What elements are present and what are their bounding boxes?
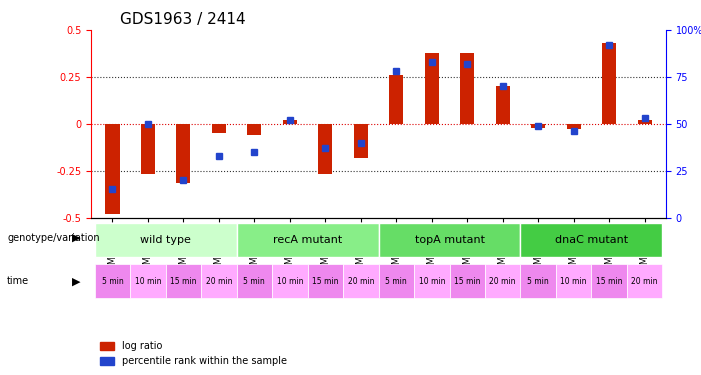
FancyBboxPatch shape [272,264,308,298]
Text: 10 min: 10 min [418,277,445,286]
FancyBboxPatch shape [379,223,520,257]
Text: topA mutant: topA mutant [414,235,484,245]
Bar [425,53,439,124]
FancyBboxPatch shape [95,223,237,257]
Text: time: time [7,276,29,286]
FancyBboxPatch shape [414,264,449,298]
Bar [176,124,191,183]
FancyBboxPatch shape [592,264,627,298]
Text: 20 min: 20 min [348,277,374,286]
Text: 10 min: 10 min [560,277,587,286]
Bar [318,124,332,174]
Bar [496,86,510,124]
Bar [247,124,261,135]
FancyBboxPatch shape [237,223,379,257]
Bar [460,53,475,124]
Text: 15 min: 15 min [312,277,339,286]
Text: ▶: ▶ [72,276,81,286]
Text: 10 min: 10 min [135,277,161,286]
Bar [602,43,616,124]
Bar [566,124,581,129]
Bar [389,75,403,124]
FancyBboxPatch shape [520,223,662,257]
Text: 10 min: 10 min [277,277,303,286]
Bar [212,124,226,133]
Bar [531,124,545,128]
Text: 15 min: 15 min [596,277,622,286]
Text: GDS1963 / 2414: GDS1963 / 2414 [120,12,245,27]
FancyBboxPatch shape [308,264,343,298]
Text: dnaC mutant: dnaC mutant [555,235,628,245]
FancyBboxPatch shape [95,264,130,298]
FancyBboxPatch shape [343,264,379,298]
Text: 5 min: 5 min [386,277,407,286]
Text: 5 min: 5 min [102,277,123,286]
Legend: log ratio, percentile rank within the sample: log ratio, percentile rank within the sa… [96,338,291,370]
FancyBboxPatch shape [130,264,165,298]
Text: 15 min: 15 min [170,277,197,286]
FancyBboxPatch shape [449,264,485,298]
FancyBboxPatch shape [201,264,237,298]
Bar [141,124,155,174]
FancyBboxPatch shape [237,264,272,298]
FancyBboxPatch shape [165,264,201,298]
FancyBboxPatch shape [485,264,520,298]
Text: 20 min: 20 min [205,277,232,286]
Bar [283,120,297,124]
Text: ▶: ▶ [72,233,81,243]
Bar [638,120,652,124]
Text: wild type: wild type [140,235,191,245]
Text: recA mutant: recA mutant [273,235,342,245]
Bar [105,124,119,214]
FancyBboxPatch shape [627,264,662,298]
Text: 20 min: 20 min [489,277,516,286]
FancyBboxPatch shape [379,264,414,298]
Bar [354,124,368,158]
Text: 5 min: 5 min [527,277,549,286]
FancyBboxPatch shape [520,264,556,298]
Text: genotype/variation: genotype/variation [7,233,100,243]
FancyBboxPatch shape [556,264,592,298]
Text: 15 min: 15 min [454,277,480,286]
Text: 5 min: 5 min [243,277,265,286]
Text: 20 min: 20 min [632,277,658,286]
